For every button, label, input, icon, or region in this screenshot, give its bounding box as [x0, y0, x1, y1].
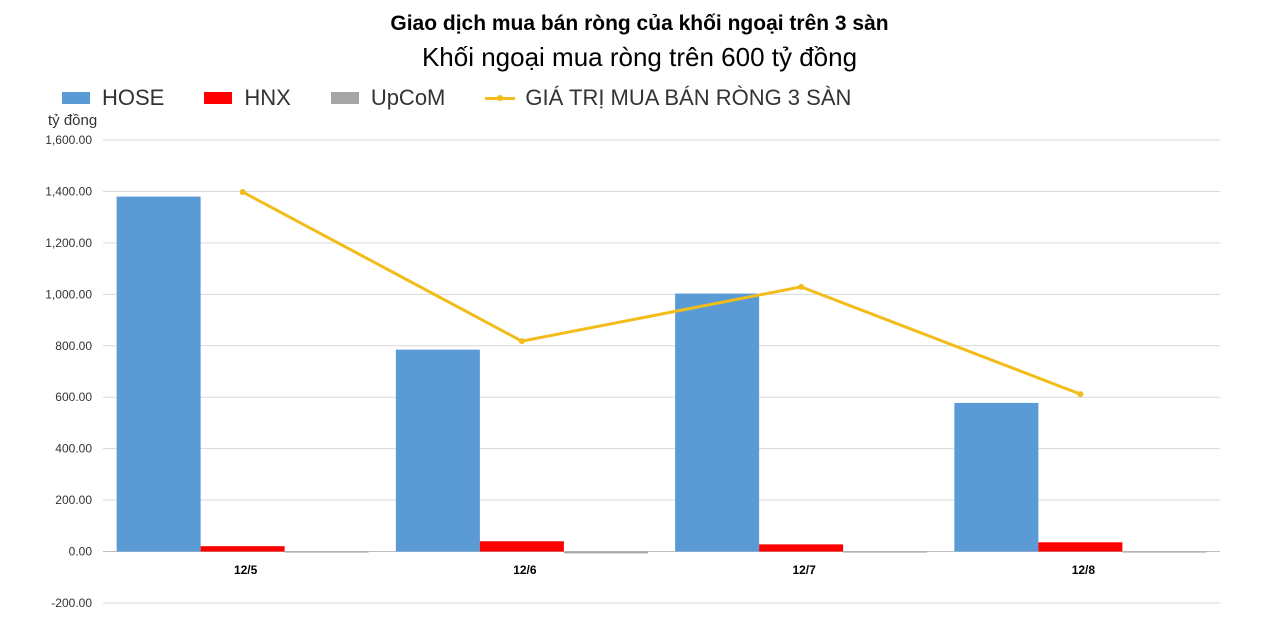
line-point-4 — [1077, 391, 1084, 398]
bar-hnx-1 — [200, 546, 285, 552]
chart-legend: HOSE HNX UpCoM GIÁ TRỊ MUA BÁN RÒNG 3 SÀ… — [62, 84, 891, 112]
legend-item-hose: HOSE — [62, 85, 164, 111]
y-tick-label: 1,400.00 — [45, 184, 92, 198]
bar-hose-4 — [954, 402, 1039, 552]
x-tick-label: 12/8 — [1072, 563, 1096, 577]
line-point-2 — [518, 338, 525, 345]
x-tick-label: 12/5 — [234, 563, 258, 577]
y-tick-label: 400.00 — [55, 442, 92, 456]
legend-swatch-upcom — [330, 92, 359, 104]
bar-hose-3 — [675, 293, 760, 552]
y-tick-label: 800.00 — [55, 339, 92, 353]
bar-upcom-3 — [843, 551, 928, 553]
x-tick-label: 12/6 — [513, 563, 537, 577]
y-tick-label: 600.00 — [55, 390, 92, 404]
legend-label-total: GIÁ TRỊ MUA BÁN RÒNG 3 SÀN — [525, 85, 852, 110]
legend-label-upcom: UpCoM — [370, 85, 446, 110]
line-total-net — [241, 190, 1081, 396]
legend-swatch-hnx — [204, 92, 233, 104]
y-tick-label: 1,600.00 — [45, 133, 92, 147]
legend-item-total: GIÁ TRỊ MUA BÁN RÒNG 3 SÀN — [485, 85, 851, 111]
bar-upcom-2 — [563, 551, 648, 554]
y-tick-label: 0.00 — [69, 545, 93, 559]
legend-item-hnx: HNX — [204, 85, 291, 111]
chart-subtitle: Khối ngoại mua ròng trên 600 tỷ đồng — [421, 42, 858, 72]
y-tick-label: 200.00 — [55, 493, 92, 507]
bar-upcom-1 — [284, 551, 369, 553]
y-tick-label: 1,200.00 — [45, 236, 92, 250]
x-tick-label: 12/7 — [792, 563, 816, 577]
line-point-1 — [239, 188, 246, 195]
legend-label-hnx: HNX — [244, 85, 291, 110]
bar-hnx-2 — [479, 541, 564, 552]
legend-label-hose: HOSE — [102, 85, 165, 110]
y-tick-label: 1,000.00 — [45, 287, 92, 301]
y-tick-label: -200.00 — [51, 596, 92, 610]
legend-swatch-total — [485, 91, 516, 105]
chart-title: Giao dịch mua bán ròng của khối ngoại tr… — [390, 12, 889, 35]
bar-hose-2 — [395, 349, 480, 552]
legend-item-upcom: UpCoM — [330, 85, 446, 111]
bar-hose-1 — [116, 196, 201, 552]
legend-swatch-hose — [62, 92, 90, 104]
bar-hnx-3 — [759, 544, 844, 552]
y-axis-unit-label: tỷ đồng — [48, 112, 98, 129]
bar-upcom-4 — [1122, 551, 1207, 553]
line-point-3 — [798, 283, 805, 290]
bar-hnx-4 — [1038, 542, 1123, 552]
